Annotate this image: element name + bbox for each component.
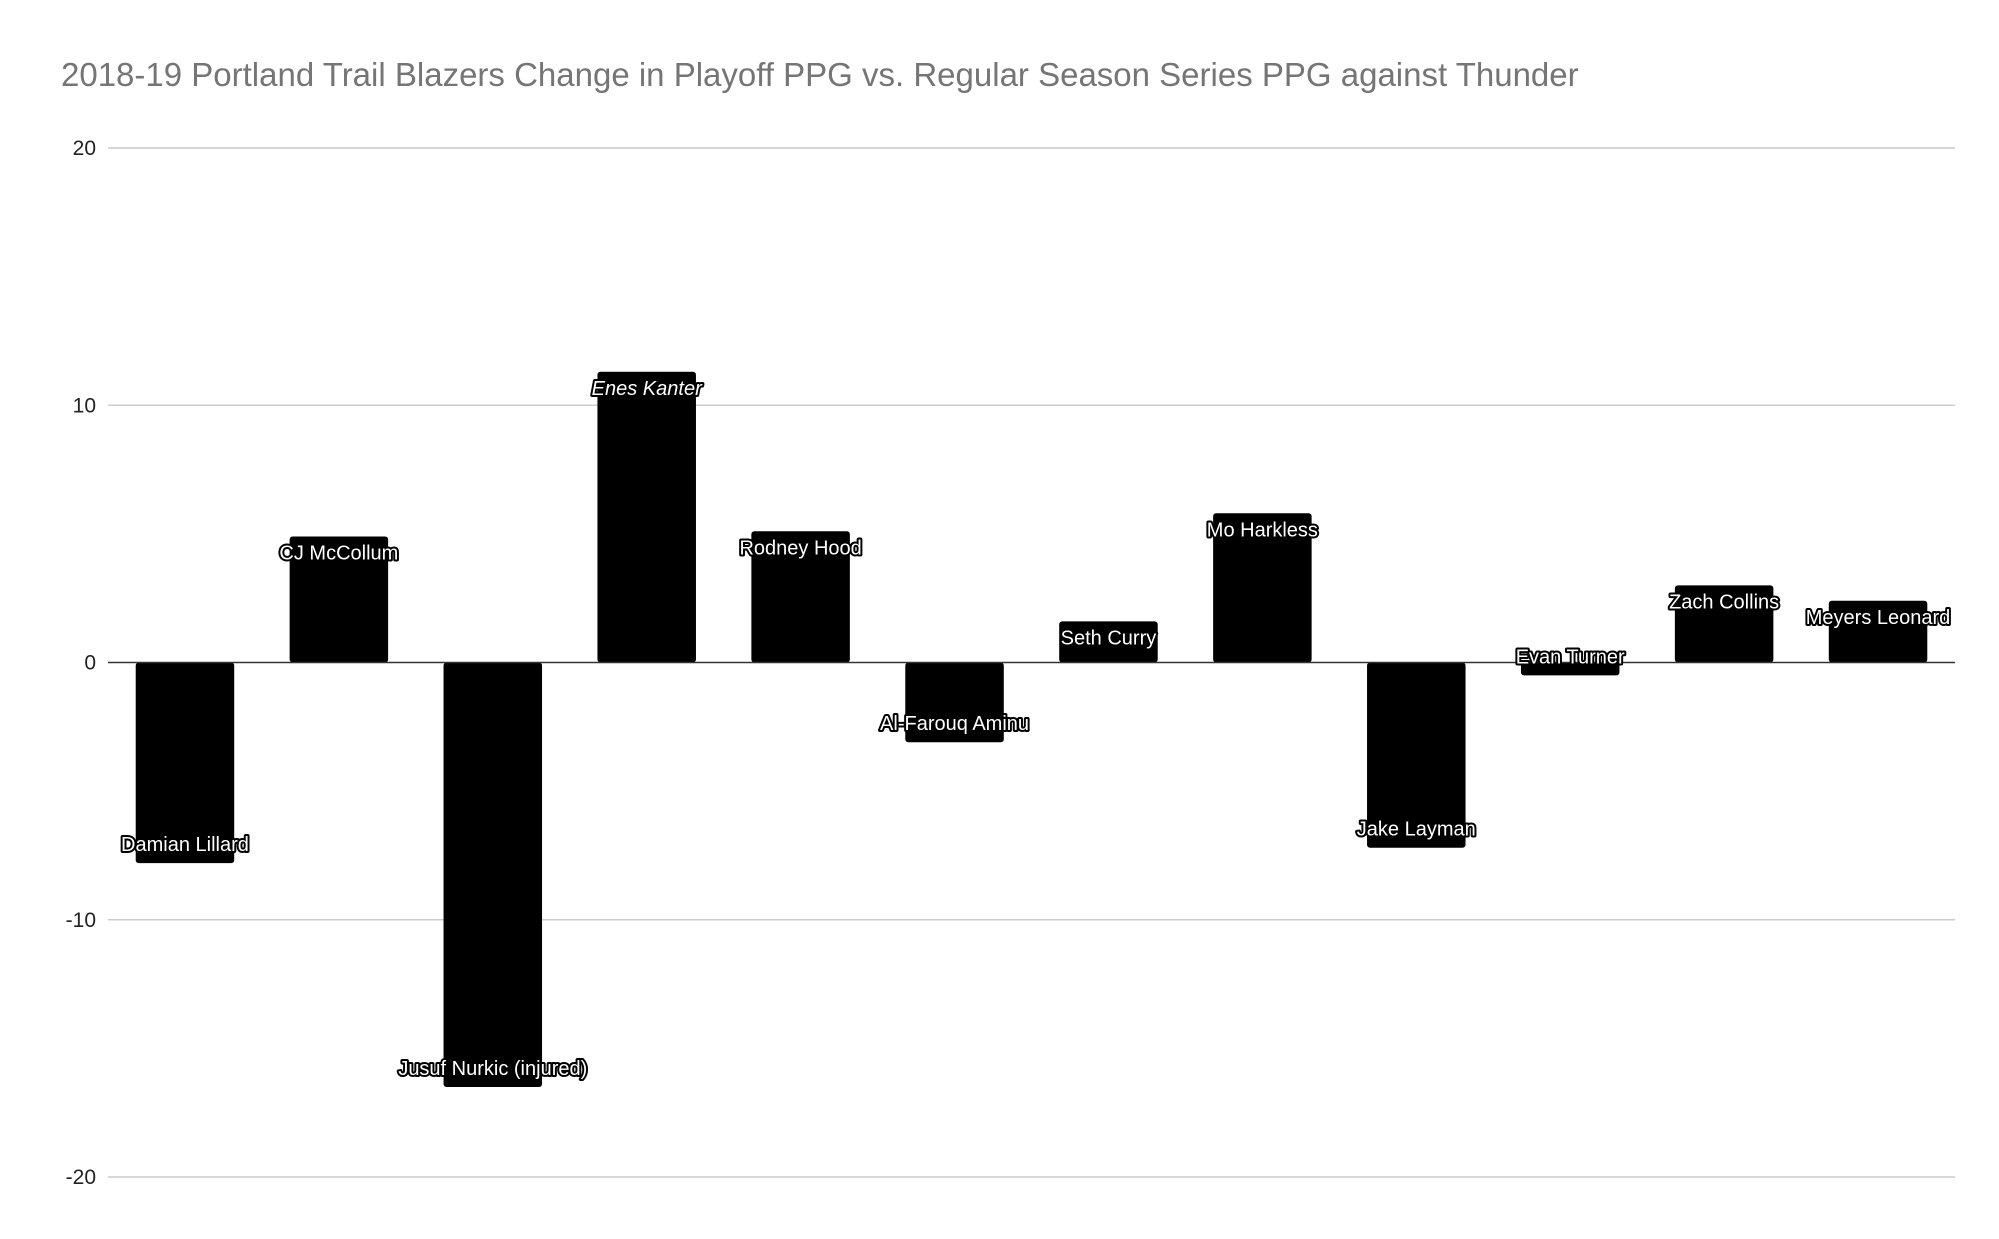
- bar: [1213, 513, 1312, 663]
- bar: [1059, 621, 1158, 663]
- y-tick-label: 10: [73, 394, 96, 417]
- bar-label: Zach Collins: [1669, 591, 1779, 613]
- bar: [443, 662, 543, 1087]
- bar-label: Rodney Hood: [739, 537, 861, 559]
- bar-label: Jake Layman: [1357, 819, 1476, 841]
- bar-label: CJ McCollum: [279, 542, 398, 564]
- bar-label: Enes Kanter: [592, 378, 703, 400]
- bar-label: Meyers Leonard: [1806, 607, 1951, 629]
- y-tick-label: -20: [66, 1166, 96, 1189]
- bar: [751, 531, 850, 663]
- gridlines: [108, 147, 1955, 1178]
- y-axis-ticks: 20 10 0 -10 -20: [66, 137, 96, 1189]
- bar-labels: Damian Lillard CJ McCollum Jusuf Nurkic (i…: [119, 376, 1952, 1082]
- bar: [1367, 662, 1466, 848]
- bar: [1520, 662, 1620, 676]
- bar: [135, 662, 235, 864]
- bar-label: Damian Lillard: [121, 834, 249, 856]
- chart-title: 2018-19 Portland Trail Blazers Change in…: [61, 56, 1579, 93]
- y-tick-label: -10: [66, 909, 96, 932]
- y-tick-label: 20: [73, 137, 96, 160]
- bar: [597, 371, 696, 663]
- y-tick-label: 0: [84, 652, 96, 675]
- bar-label: Jusuf Nurkic (injured): [398, 1058, 587, 1080]
- bars: [135, 371, 1928, 1087]
- bar: [905, 662, 1004, 743]
- bar: [289, 536, 389, 663]
- bar: [1674, 585, 1774, 663]
- bar-label: Al-Farouq Aminu: [880, 713, 1029, 735]
- bar-label: Mo Harkless: [1207, 519, 1318, 541]
- bar-label: Evan Turner: [1516, 646, 1625, 668]
- bar-label: Seth Curry: [1061, 627, 1157, 649]
- bar: [1828, 600, 1928, 663]
